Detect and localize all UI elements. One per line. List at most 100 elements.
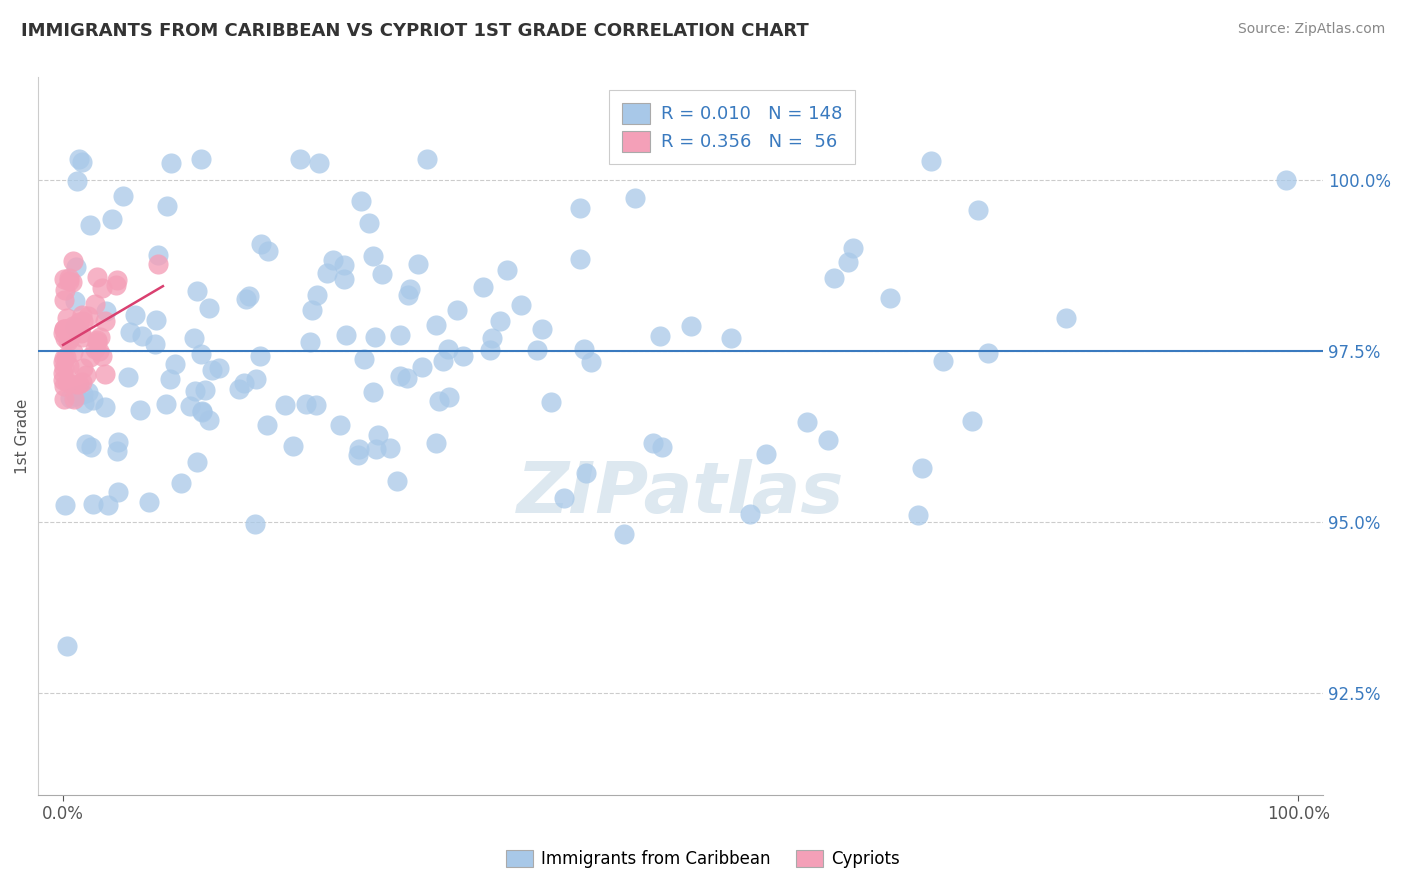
Point <box>170 475 193 490</box>
Point <box>53 331 76 345</box>
Point <box>129 403 152 417</box>
Point <box>641 435 664 450</box>
Point <box>1054 310 1077 325</box>
Point <box>378 441 401 455</box>
Point <box>97 498 120 512</box>
Point <box>53 322 76 336</box>
Point <box>353 351 375 366</box>
Point <box>55 322 77 336</box>
Point <box>156 199 179 213</box>
Point <box>740 507 762 521</box>
Point <box>245 372 267 386</box>
Point <box>304 398 326 412</box>
Point <box>471 280 494 294</box>
Point <box>579 355 602 369</box>
Point <box>56 311 79 326</box>
Point <box>67 315 90 329</box>
Point <box>198 301 221 316</box>
Point <box>52 392 75 406</box>
Point <box>396 288 419 302</box>
Point <box>159 155 181 169</box>
Point <box>307 288 329 302</box>
Point <box>72 154 94 169</box>
Point <box>432 354 454 368</box>
Point <box>568 202 591 216</box>
Point <box>52 293 75 307</box>
Point <box>159 372 181 386</box>
Point <box>56 375 79 389</box>
Text: IMMIGRANTS FROM CARIBBEAN VS CYPRIOT 1ST GRADE CORRELATION CHART: IMMIGRANTS FROM CARIBBEAN VS CYPRIOT 1ST… <box>21 22 808 40</box>
Point <box>77 385 100 400</box>
Point <box>416 153 439 167</box>
Point <box>510 298 533 312</box>
Point <box>62 318 84 333</box>
Point <box>650 328 672 343</box>
Point <box>70 376 93 390</box>
Point <box>406 257 429 271</box>
Point <box>361 385 384 400</box>
Y-axis label: 1st Grade: 1st Grade <box>15 399 30 474</box>
Point <box>155 397 177 411</box>
Point <box>66 174 89 188</box>
Point <box>681 319 703 334</box>
Point <box>366 442 388 457</box>
Point <box>84 342 107 356</box>
Point <box>243 517 266 532</box>
Point <box>77 310 100 324</box>
Point <box>107 484 129 499</box>
Point <box>56 639 79 653</box>
Point <box>316 267 339 281</box>
Point <box>411 360 433 375</box>
Point <box>249 349 271 363</box>
Point <box>329 417 352 432</box>
Point <box>60 275 83 289</box>
Point <box>446 303 468 318</box>
Point <box>105 444 128 458</box>
Point <box>350 194 373 208</box>
Point <box>55 498 77 512</box>
Point <box>63 293 86 308</box>
Point <box>720 330 742 344</box>
Point <box>100 212 122 227</box>
Point <box>796 415 818 429</box>
Point <box>52 322 75 336</box>
Point <box>65 260 87 275</box>
Point <box>301 303 323 318</box>
Point <box>249 237 271 252</box>
Point <box>79 350 101 364</box>
Point <box>65 389 87 403</box>
Point <box>53 323 76 337</box>
Point <box>63 392 86 406</box>
Point <box>257 244 280 258</box>
Point <box>65 377 87 392</box>
Point <box>190 347 212 361</box>
Point <box>145 337 167 351</box>
Point <box>389 368 412 383</box>
Point <box>346 448 368 462</box>
Point <box>79 218 101 232</box>
Point <box>70 329 93 343</box>
Point <box>427 394 450 409</box>
Point <box>755 447 778 461</box>
Point <box>322 253 344 268</box>
Point <box>94 303 117 318</box>
Point <box>58 271 80 285</box>
Point <box>75 437 97 451</box>
Point <box>179 399 201 413</box>
Point <box>817 434 839 448</box>
Point <box>425 318 447 333</box>
Point <box>145 313 167 327</box>
Point <box>72 386 94 401</box>
Point <box>138 495 160 509</box>
Point <box>823 271 845 285</box>
Point <box>117 369 139 384</box>
Point <box>146 257 169 271</box>
Point <box>131 328 153 343</box>
Point <box>526 343 548 357</box>
Text: Source: ZipAtlas.com: Source: ZipAtlas.com <box>1237 22 1385 37</box>
Point <box>308 156 330 170</box>
Point <box>370 267 392 281</box>
Point <box>73 396 96 410</box>
Point <box>183 331 205 345</box>
Point <box>388 328 411 343</box>
